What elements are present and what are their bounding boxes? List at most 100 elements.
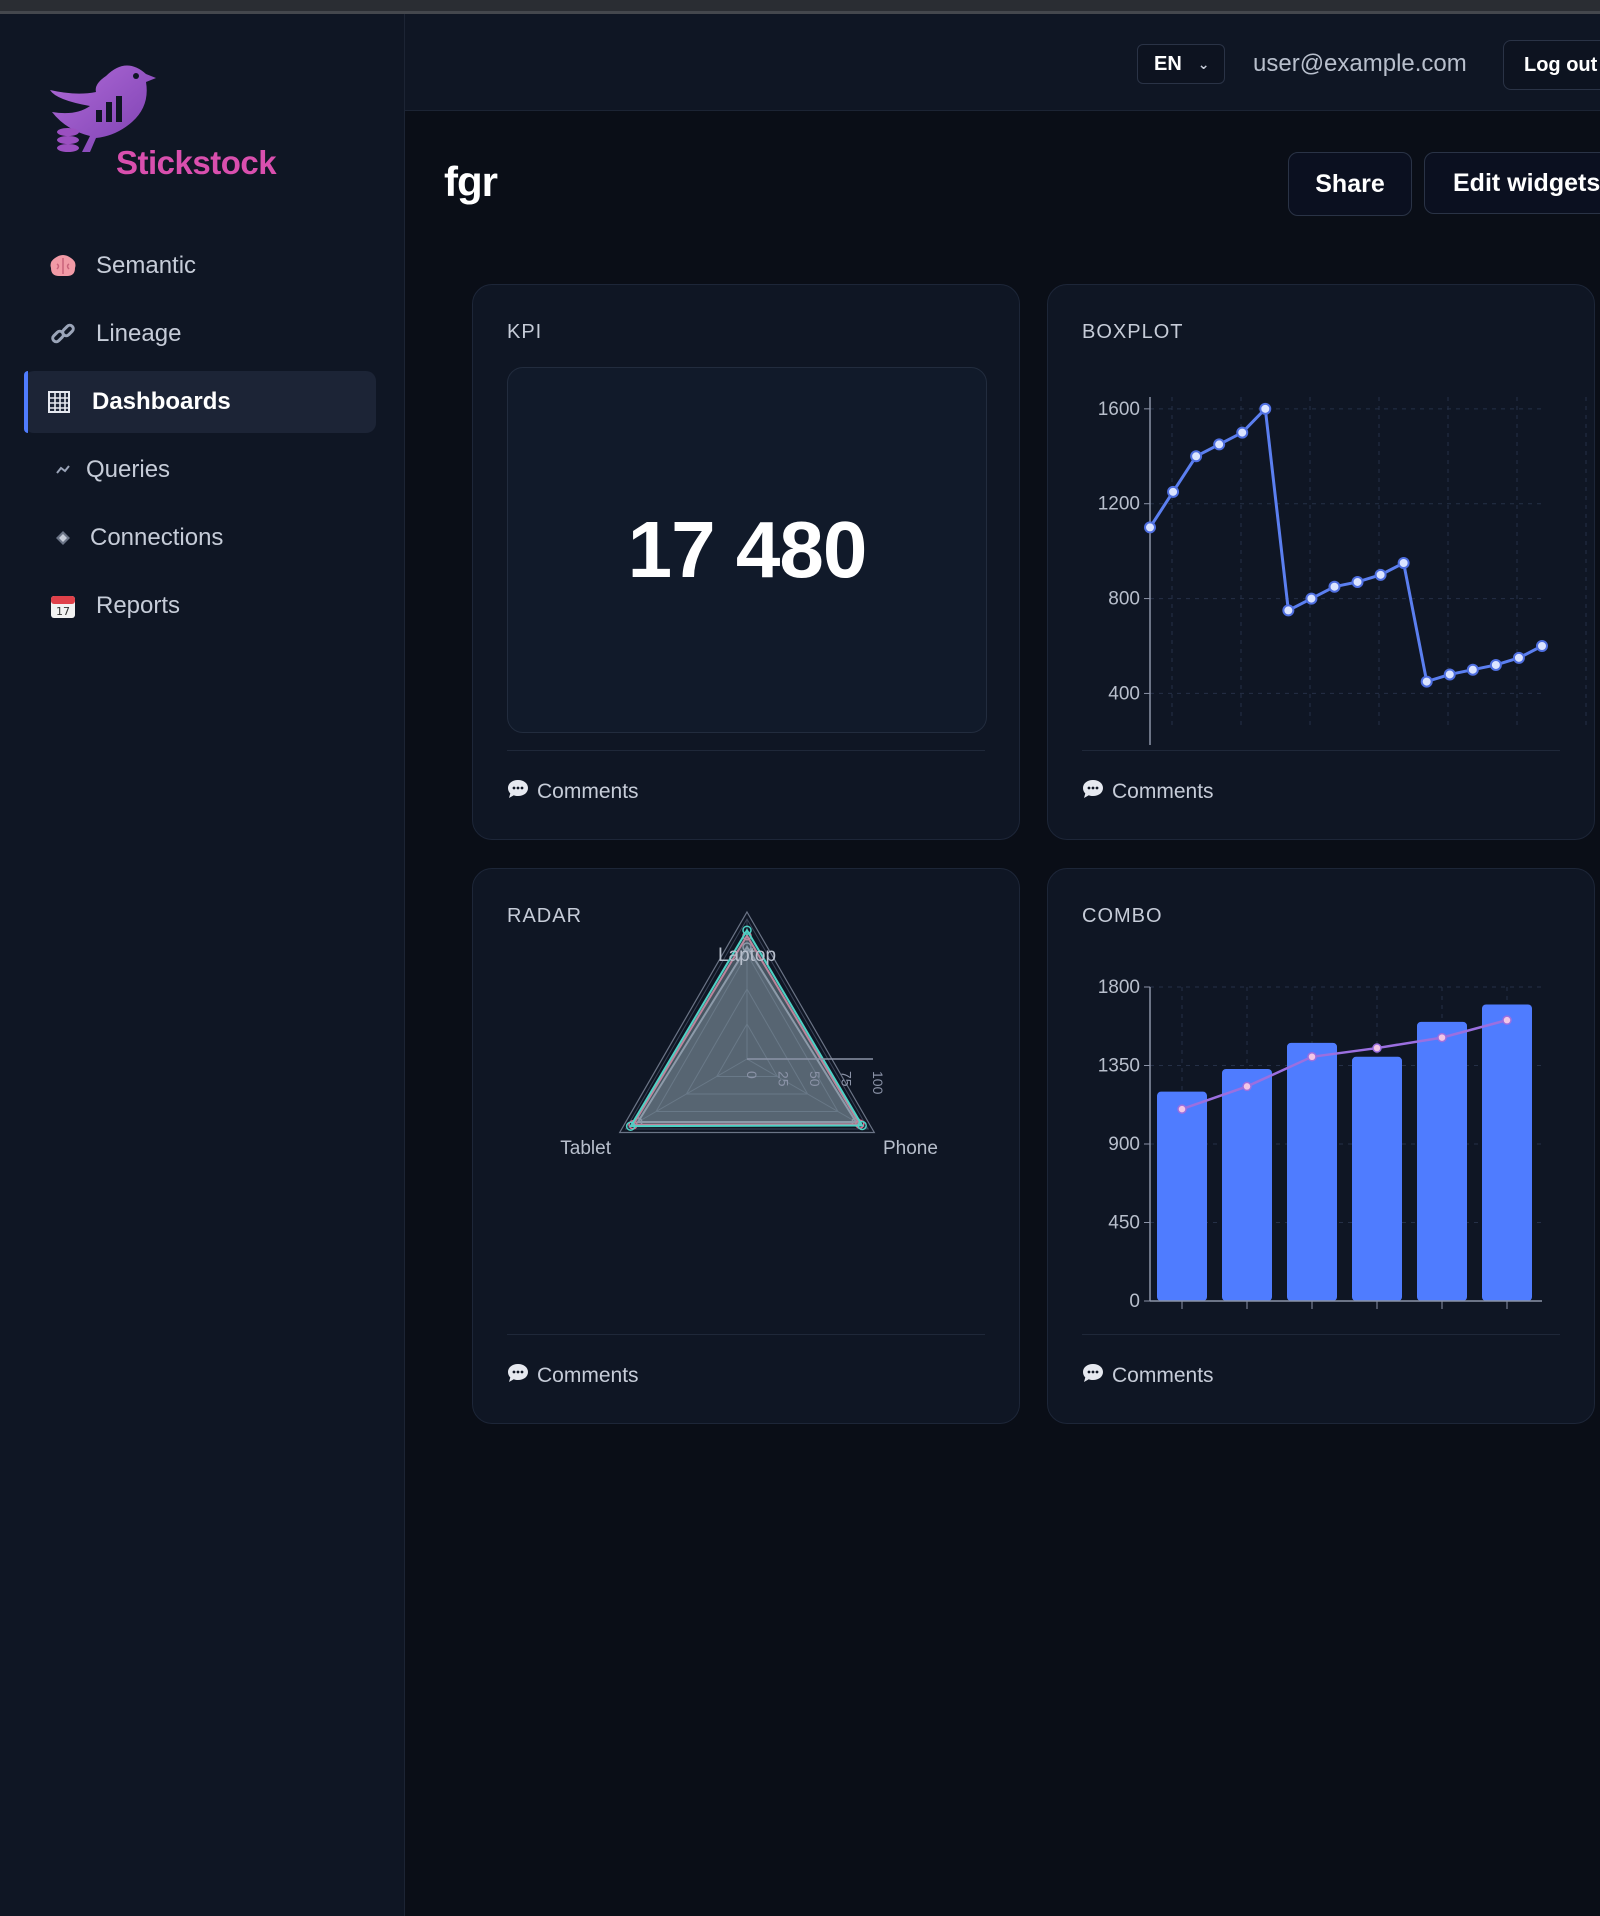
calendar-icon: 17 bbox=[48, 591, 78, 621]
radar-axis-label: Phone bbox=[883, 1138, 938, 1159]
bird-logo-icon bbox=[50, 65, 156, 152]
data-point bbox=[1236, 426, 1249, 439]
divider bbox=[1082, 1334, 1560, 1335]
share-button[interactable]: Share bbox=[1288, 152, 1412, 216]
bar bbox=[1417, 1021, 1467, 1301]
widget-title: BOXPLOT bbox=[1082, 321, 1184, 343]
y-tick-label: 0 bbox=[1129, 1291, 1140, 1312]
sidebar-item-label: Dashboards bbox=[92, 388, 231, 415]
radar-axis-label: Tablet bbox=[560, 1138, 611, 1159]
radar-ring bbox=[624, 918, 870, 1130]
y-tick-label: 800 bbox=[1108, 589, 1140, 610]
y-tick-label: 900 bbox=[1108, 1134, 1140, 1155]
data-point bbox=[1466, 663, 1479, 676]
bar bbox=[1287, 1042, 1337, 1301]
y-tick-label: 1200 bbox=[1098, 494, 1140, 515]
comments-link[interactable]: Comments bbox=[1082, 779, 1214, 805]
divider bbox=[507, 750, 985, 751]
data-point bbox=[1144, 521, 1156, 534]
brand-name: Stickstock bbox=[116, 144, 277, 181]
bar bbox=[1352, 1056, 1402, 1301]
sidebar-nav: Semantic Lineage Dashboards Queries Conn… bbox=[24, 235, 376, 643]
sidebar-item-queries[interactable]: Queries bbox=[24, 439, 376, 501]
brand-logo[interactable]: Stickstock bbox=[46, 56, 296, 186]
sidebar-item-connections[interactable]: Connections bbox=[24, 507, 376, 569]
comments-label: Comments bbox=[1112, 1364, 1214, 1387]
speech-bubble-icon bbox=[507, 779, 529, 805]
combo-widget: COMBO 0 450 900 1350 1800 Comments bbox=[1047, 868, 1595, 1424]
data-point bbox=[1536, 640, 1548, 652]
combo-point bbox=[1372, 1043, 1382, 1053]
radar-point bbox=[857, 1120, 867, 1131]
radial-tick-label: 100 bbox=[870, 1071, 886, 1095]
data-point bbox=[1443, 668, 1456, 681]
sidebar-item-semantic[interactable]: Semantic bbox=[24, 235, 376, 297]
sidebar-item-label: Connections bbox=[90, 524, 224, 551]
language-select[interactable]: EN ⌄ bbox=[1137, 44, 1225, 84]
y-tick-label: 1350 bbox=[1098, 1056, 1140, 1077]
comments-link[interactable]: Comments bbox=[1082, 1363, 1214, 1389]
logout-button[interactable]: Log out bbox=[1503, 40, 1600, 90]
combo-point bbox=[1242, 1081, 1252, 1092]
edit-widgets-button[interactable]: Edit widgets bbox=[1424, 152, 1600, 214]
combo-point bbox=[1437, 1032, 1447, 1043]
chevron-down-icon: ⌄ bbox=[1197, 55, 1210, 72]
radar-axis-label: Laptop bbox=[718, 945, 776, 966]
data-point bbox=[1512, 651, 1525, 664]
y-tick-label: 1600 bbox=[1098, 399, 1140, 420]
combo-point bbox=[1177, 1104, 1187, 1114]
radar-spoke bbox=[746, 1058, 869, 1130]
comments-label: Comments bbox=[537, 1364, 639, 1387]
radar-widget: RADAR Laptop Phone Tablet 0 25 50 75 100 Commen… bbox=[472, 868, 1020, 1424]
data-point bbox=[1420, 675, 1433, 688]
sidebar-item-label: Queries bbox=[86, 456, 171, 483]
radial-tick-label: 25 bbox=[776, 1071, 792, 1087]
sidebar-item-label: Reports bbox=[96, 592, 181, 619]
radar-point bbox=[625, 1121, 636, 1131]
bar bbox=[1222, 1068, 1272, 1301]
diamond-icon bbox=[48, 523, 78, 553]
sidebar-item-lineage[interactable]: Lineage bbox=[24, 303, 376, 365]
y-tick-label: 450 bbox=[1108, 1213, 1140, 1234]
data-point bbox=[1305, 592, 1318, 605]
data-point bbox=[1397, 557, 1410, 569]
window-top-edge bbox=[0, 0, 1600, 14]
queries-icon bbox=[48, 455, 78, 485]
radar-ring bbox=[655, 953, 839, 1112]
data-point bbox=[1213, 438, 1226, 451]
combo-line bbox=[1181, 1018, 1508, 1111]
sidebar: Stickstock Semantic Lineage Dashboards Q… bbox=[0, 14, 405, 1916]
data-point bbox=[1167, 485, 1180, 498]
radar-series-area bbox=[628, 928, 864, 1128]
radial-tick-label: 0 bbox=[744, 1071, 760, 1079]
data-point bbox=[1351, 575, 1364, 588]
widget-title: RADAR bbox=[507, 905, 583, 927]
kpi-value: 17 480 bbox=[627, 505, 868, 594]
speech-bubble-icon bbox=[1082, 779, 1104, 805]
data-point bbox=[1282, 604, 1295, 617]
top-bar: EN ⌄ user@example.com Log out bbox=[405, 14, 1600, 111]
brain-icon bbox=[48, 251, 78, 281]
grid-icon bbox=[44, 387, 74, 417]
radar-point bbox=[742, 942, 752, 952]
series-line bbox=[1148, 405, 1543, 684]
radar-point bbox=[742, 925, 752, 935]
kpi-widget: KPI 17 480 Comments bbox=[472, 284, 1020, 840]
radar-ring bbox=[685, 987, 809, 1095]
comments-link[interactable]: Comments bbox=[507, 779, 639, 805]
combo-point bbox=[1502, 1015, 1512, 1025]
comments-label: Comments bbox=[1112, 780, 1214, 803]
y-tick-label: 1800 bbox=[1098, 977, 1140, 998]
svg-text:17: 17 bbox=[56, 605, 70, 618]
sidebar-item-dashboards[interactable]: Dashboards bbox=[24, 371, 376, 433]
sidebar-item-label: Lineage bbox=[96, 320, 182, 347]
sidebar-item-reports[interactable]: 17 Reports bbox=[24, 575, 376, 637]
divider bbox=[1082, 750, 1560, 751]
comments-link[interactable]: Comments bbox=[507, 1363, 639, 1389]
widget-title: KPI bbox=[507, 321, 543, 343]
radar-chart: Laptop Phone Tablet 0 25 50 75 100 bbox=[560, 910, 938, 1159]
page-title: fgr bbox=[444, 158, 498, 205]
data-point bbox=[1489, 658, 1502, 671]
bar bbox=[1157, 1091, 1207, 1301]
radar-ring bbox=[715, 1022, 779, 1077]
